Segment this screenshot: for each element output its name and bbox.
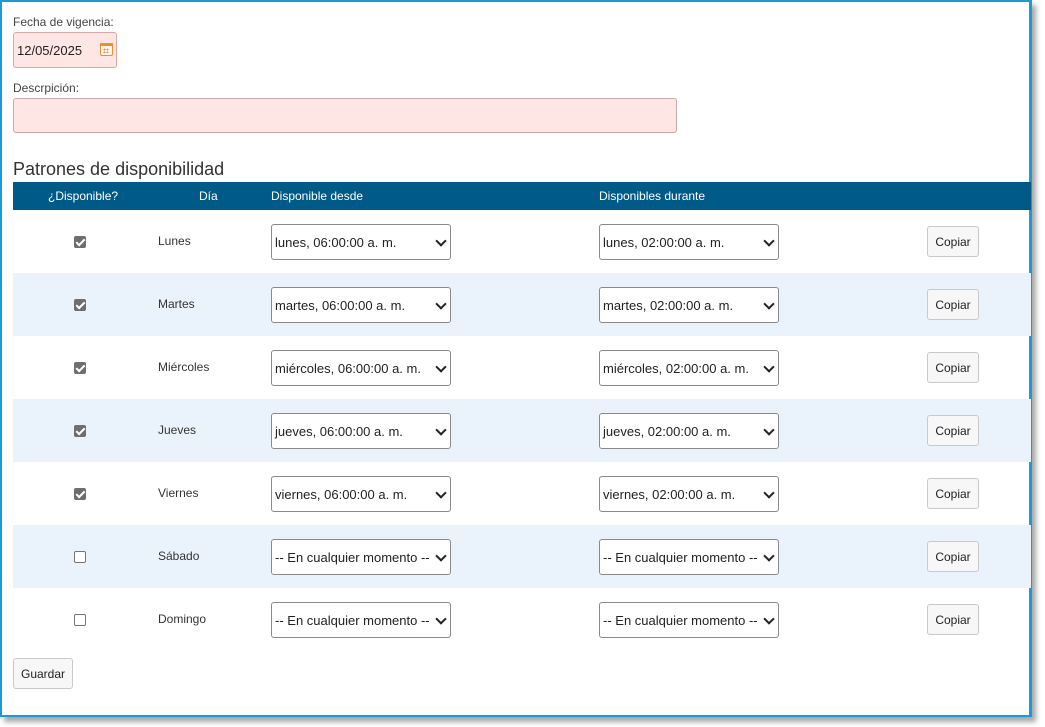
available-from-select[interactable]: lunes, 06:00:00 a. m. xyxy=(271,224,451,260)
chevron-down-icon xyxy=(763,550,775,562)
chevron-down-icon xyxy=(435,424,447,436)
available-from-value: jueves, 06:00:00 a. m. xyxy=(275,423,403,439)
available-from-value: lunes, 06:00:00 a. m. xyxy=(275,234,397,250)
available-from-value: -- En cualquier momento -- xyxy=(275,612,430,628)
description-input[interactable] xyxy=(13,98,677,133)
table-row: Martes martes, 06:00:00 a. m. martes, 02:0… xyxy=(13,273,1031,336)
day-label: Jueves xyxy=(158,423,197,437)
available-during-select[interactable]: martes, 02:00:00 a. m. xyxy=(599,287,779,323)
available-from-select[interactable]: jueves, 06:00:00 a. m. xyxy=(271,413,451,449)
header-available-during: Disponibles durante xyxy=(599,189,706,203)
chevron-down-icon xyxy=(435,361,447,373)
available-from-select[interactable]: -- En cualquier momento -- xyxy=(271,602,451,638)
chevron-down-icon xyxy=(435,235,447,247)
effective-date-input[interactable]: 12/05/2025 xyxy=(13,32,117,68)
availability-table: ¿Disponible? Día Disponible desde Dispon… xyxy=(13,182,1031,651)
chevron-down-icon xyxy=(763,487,775,499)
header-available: ¿Disponible? xyxy=(48,189,119,203)
available-during-value: miércoles, 02:00:00 a. m. xyxy=(603,360,749,376)
available-during-select[interactable]: -- En cualquier momento -- xyxy=(599,602,779,638)
header-day: Día xyxy=(199,189,218,203)
available-from-value: viernes, 06:00:00 a. m. xyxy=(275,486,408,502)
chevron-down-icon xyxy=(763,424,775,436)
available-from-value: -- En cualquier momento -- xyxy=(275,549,430,565)
available-from-value: martes, 06:00:00 a. m. xyxy=(275,297,406,313)
available-checkbox[interactable] xyxy=(74,488,86,500)
day-label: Lunes xyxy=(158,234,191,248)
day-label: Martes xyxy=(158,297,195,311)
table-row: Miércoles miércoles, 06:00:00 a. m. miérco… xyxy=(13,336,1031,399)
available-checkbox[interactable] xyxy=(74,299,86,311)
table-row: Viernes viernes, 06:00:00 a. m. viernes, 0… xyxy=(13,462,1031,525)
available-checkbox[interactable] xyxy=(74,362,86,374)
copy-button[interactable]: Copiar xyxy=(927,415,979,446)
chevron-down-icon xyxy=(435,550,447,562)
available-from-value: miércoles, 06:00:00 a. m. xyxy=(275,360,421,376)
available-checkbox[interactable] xyxy=(74,551,86,563)
chevron-down-icon xyxy=(763,361,775,373)
copy-button[interactable]: Copiar xyxy=(927,289,979,320)
available-during-select[interactable]: viernes, 02:00:00 a. m. xyxy=(599,476,779,512)
available-from-select[interactable]: miércoles, 06:00:00 a. m. xyxy=(271,350,451,386)
table-row: Domingo -- En cualquier momento -- -- En c… xyxy=(13,588,1031,651)
available-during-value: lunes, 02:00:00 a. m. xyxy=(603,234,725,250)
header-available-from: Disponible desde xyxy=(271,189,364,203)
available-during-value: -- En cualquier momento -- xyxy=(603,612,758,628)
copy-button[interactable]: Copiar xyxy=(927,604,979,635)
section-title: Patrones de disponibilidad xyxy=(13,159,225,179)
available-from-select[interactable]: -- En cualquier momento -- xyxy=(271,539,451,575)
table-row: Jueves jueves, 06:00:00 a. m. jueves, 02:0… xyxy=(13,399,1031,462)
table-header: ¿Disponible? Día Disponible desde Dispon… xyxy=(13,182,1031,210)
form-panel: Fecha de vigencia: 12/05/2025 Descrpició… xyxy=(0,0,1032,717)
chevron-down-icon xyxy=(763,613,775,625)
chevron-down-icon xyxy=(435,613,447,625)
chevron-down-icon xyxy=(763,298,775,310)
available-checkbox[interactable] xyxy=(74,614,86,626)
copy-button[interactable]: Copiar xyxy=(927,478,979,509)
copy-button[interactable]: Copiar xyxy=(927,541,979,572)
day-label: Domingo xyxy=(158,612,207,626)
table-row: Sábado -- En cualquier momento -- -- En cu… xyxy=(13,525,1031,588)
available-from-select[interactable]: viernes, 06:00:00 a. m. xyxy=(271,476,451,512)
table-body: Lunes lunes, 06:00:00 a. m. lunes, 02:00:0… xyxy=(13,210,1031,651)
chevron-down-icon xyxy=(435,298,447,310)
table-row: Lunes lunes, 06:00:00 a. m. lunes, 02:00:0… xyxy=(13,210,1031,273)
available-during-value: -- En cualquier momento -- xyxy=(603,549,758,565)
available-checkbox[interactable] xyxy=(74,425,86,437)
description-label: Descrpición: xyxy=(13,81,80,95)
effective-date-value: 12/05/2025 xyxy=(17,42,83,58)
available-during-value: viernes, 02:00:00 a. m. xyxy=(603,486,736,502)
calendar-icon[interactable] xyxy=(100,43,113,56)
day-label: Miércoles xyxy=(158,360,210,374)
chevron-down-icon xyxy=(763,235,775,247)
effective-date-label: Fecha de vigencia: xyxy=(13,15,114,29)
available-during-select[interactable]: miércoles, 02:00:00 a. m. xyxy=(599,350,779,386)
day-label: Sábado xyxy=(158,549,200,563)
available-during-select[interactable]: -- En cualquier momento -- xyxy=(599,539,779,575)
available-during-value: jueves, 02:00:00 a. m. xyxy=(603,423,731,439)
copy-button[interactable]: Copiar xyxy=(927,352,979,383)
available-during-select[interactable]: jueves, 02:00:00 a. m. xyxy=(599,413,779,449)
day-label: Viernes xyxy=(158,486,199,500)
chevron-down-icon xyxy=(435,487,447,499)
available-during-value: martes, 02:00:00 a. m. xyxy=(603,297,734,313)
available-from-select[interactable]: martes, 06:00:00 a. m. xyxy=(271,287,451,323)
available-during-select[interactable]: lunes, 02:00:00 a. m. xyxy=(599,224,779,260)
available-checkbox[interactable] xyxy=(74,236,86,248)
copy-button[interactable]: Copiar xyxy=(927,226,979,257)
save-button[interactable]: Guardar xyxy=(13,658,73,689)
